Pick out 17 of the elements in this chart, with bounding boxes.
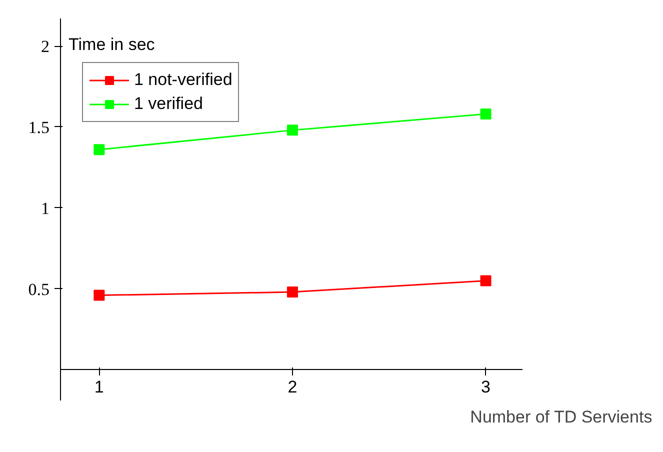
point	[286, 286, 298, 298]
point	[286, 124, 298, 136]
point	[480, 108, 492, 120]
y-tick-label: 2	[41, 37, 50, 56]
x-tick-label: 1	[94, 378, 104, 397]
y-tick-label: 1	[41, 198, 50, 218]
point	[94, 144, 105, 156]
legend-label: 1 not-verified	[134, 69, 232, 91]
legend-label: 1 verified	[134, 93, 203, 115]
x-tick-label: 3	[481, 378, 491, 397]
x-tick-label: 2	[288, 378, 298, 397]
y-tick-label: 0.5	[28, 280, 50, 299]
x-axis-title: Number of TD Servients	[470, 408, 652, 426]
y-tick-label: 1.5	[28, 118, 50, 137]
y-axis-title: Time in sec	[68, 35, 156, 54]
point	[480, 275, 492, 286]
point	[94, 290, 105, 301]
